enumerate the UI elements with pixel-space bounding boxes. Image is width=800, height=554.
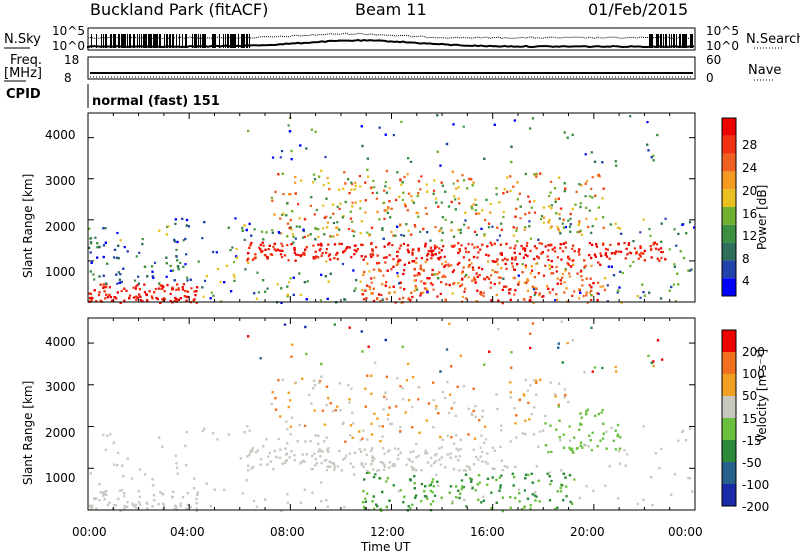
power-colorbar-seg-2	[722, 242, 736, 261]
xtick-0400: 04:00	[170, 525, 205, 539]
freq-tick-bottom: 8	[64, 71, 72, 85]
xtick-1600: 16:00	[470, 525, 505, 539]
power-cbtick-28: 28	[742, 138, 758, 152]
velocity-colorbar-seg-7	[722, 330, 736, 352]
velocity-colorbar-seg-6	[722, 352, 736, 374]
power-ytick-3000: 3000	[45, 174, 76, 188]
nave-tick-top: 60	[706, 53, 722, 67]
date-label: 01/Feb/2015	[588, 0, 689, 19]
velocity-colorbar-seg-3	[722, 418, 736, 440]
nsky-tick-bottom: 10^0	[52, 39, 85, 53]
xtick-1200: 12:00	[370, 525, 405, 539]
velocity-ytick-2000: 2000	[45, 426, 76, 440]
cpid-value: normal (fast) 151	[92, 94, 220, 109]
freq-unit: [MHz]	[4, 66, 42, 81]
nsky-tick-top: 10^5	[52, 24, 85, 38]
xlabel: Time UT	[361, 540, 411, 554]
power-colorbar-seg-6	[722, 171, 736, 190]
velocity-colorbar-seg-5	[722, 374, 736, 396]
nave-tick-bottom: 0	[706, 71, 714, 85]
velocity-cbtick-m15: -15	[742, 434, 762, 448]
nsearch-tick-bottom: 10^0	[706, 39, 739, 53]
power-colorbar-seg-7	[722, 153, 736, 172]
power-panel-frame	[87, 112, 696, 303]
velocity-ytick-1000: 1000	[45, 471, 76, 485]
power-heatmap	[88, 114, 696, 305]
velocity-colorbar-seg-2	[722, 440, 736, 462]
power-colorbar-seg-0	[722, 278, 736, 296]
chart-title: Buckland Park (fitACF)	[90, 0, 269, 19]
power-colorbar-seg-5	[722, 189, 736, 207]
xtick-2000: 20:00	[570, 525, 605, 539]
velocity-panel-frame	[87, 317, 696, 511]
nsearch-tick-top: 10^5	[706, 24, 739, 38]
power-cbtick-16: 16	[742, 207, 758, 221]
nsearch-label: N.Search	[746, 32, 800, 47]
power-colorbar-seg-3	[722, 224, 736, 243]
nsky-panel-frame	[87, 27, 696, 51]
xtick-0000: 00:00	[72, 525, 107, 539]
power-colorbar-seg-4	[722, 207, 736, 225]
velocity-cbtick-200: 200	[742, 345, 765, 359]
freq-label: Freq.	[10, 53, 42, 68]
nave-label: Nave	[748, 63, 782, 78]
velocity-ytick-3000: 3000	[45, 380, 76, 394]
power-ytick-4000: 4000	[45, 128, 76, 142]
velocity-ytick-4000: 4000	[45, 335, 76, 349]
velocity-cbtick-100: 100	[742, 367, 765, 381]
power-cbtick-8: 8	[742, 252, 750, 266]
velocity-colorbar-frame	[721, 329, 737, 507]
velocity-colorbar-seg-4	[722, 396, 736, 418]
power-colorbar-seg-8	[722, 135, 736, 154]
nsky-noise-line	[87, 38, 695, 49]
power-cbtick-4: 4	[742, 274, 750, 288]
freq-tick-top: 18	[64, 53, 80, 67]
beam-label: Beam 11	[355, 0, 427, 19]
velocity-cbtick-m100: -100	[742, 478, 770, 492]
velocity-heatmap	[88, 320, 694, 513]
power-colorbar-seg-1	[722, 260, 736, 279]
velocity-cbtick-15: 15	[742, 412, 758, 426]
xtick-2400: 00:00	[668, 525, 703, 539]
velocity-cbtick-m200: -200	[742, 500, 770, 514]
power-cbtick-12: 12	[742, 229, 758, 243]
freq-panel-frame	[87, 56, 696, 80]
power-colorbar-frame	[721, 117, 737, 297]
power-ytick-2000: 2000	[45, 220, 76, 234]
xtick-0800: 08:00	[270, 525, 305, 539]
nsky-label: N.Sky	[4, 32, 41, 47]
cpid-label: CPID	[6, 87, 41, 102]
nsky-dotted-line	[87, 32, 695, 40]
power-cbtick-24: 24	[742, 161, 758, 175]
power-ytick-1000: 1000	[45, 265, 76, 279]
velocity-cbtick-m50: -50	[742, 456, 762, 470]
power-colorbar-seg-9	[722, 118, 736, 136]
velocity-cbtick-50: 50	[742, 389, 758, 403]
velocity-colorbar-seg-0	[722, 484, 736, 506]
power-cbtick-20: 20	[742, 184, 758, 198]
velocity-colorbar-seg-1	[722, 462, 736, 484]
nsky-bars	[91, 34, 693, 48]
